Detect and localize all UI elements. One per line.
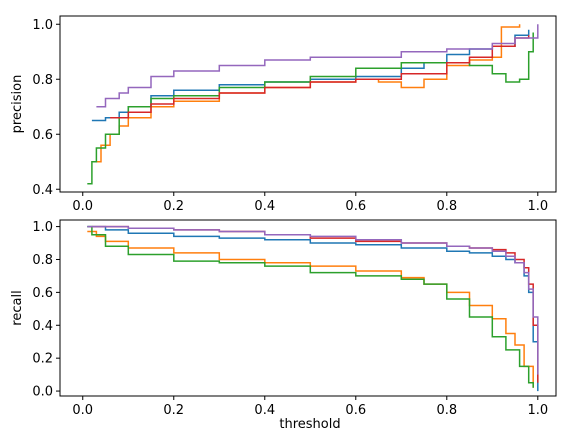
- precision-panel-ylabel: precision: [10, 75, 25, 134]
- recall-panel-xtick-label: 1.0: [527, 403, 548, 418]
- precision-panel-ytick-label: 1.0: [32, 18, 53, 33]
- precision-panel-ytick-label: 0.4: [32, 183, 53, 198]
- recall-panel-xtick-label: 0.2: [163, 403, 184, 418]
- recall-panel-xtick-label: 0.6: [345, 403, 366, 418]
- recall-panel-series-5: [87, 225, 539, 375]
- recall-panel-series-4: [91, 225, 539, 383]
- precision-panel-series-4: [110, 35, 530, 119]
- recall-panel-ytick-label: 0.8: [32, 253, 53, 268]
- precision-panel-series-3: [87, 32, 534, 185]
- precision-panel-xtick-label: 0.4: [254, 199, 275, 214]
- recall-panel-xtick-label: 0.4: [254, 403, 275, 418]
- precision-panel-ytick-label: 0.6: [32, 128, 53, 143]
- precision-panel-xtick-label: 0.0: [72, 199, 93, 214]
- recall-panel-xtick-label: 0.0: [72, 403, 93, 418]
- recall-panel-ytick-label: 0.2: [32, 352, 53, 367]
- recall-panel-ytick-label: 0.0: [32, 385, 53, 400]
- recall-panel-frame: [59, 219, 557, 397]
- precision-panel-series-2: [91, 24, 521, 163]
- recall-panel-xlabel: threshold: [279, 417, 340, 432]
- recall-panel-ylabel: recall: [10, 290, 25, 325]
- recall-panel-ytick-label: 0.4: [32, 319, 53, 334]
- precision-panel-xtick-label: 1.0: [527, 199, 548, 214]
- recall-panel-xtick-label: 0.8: [436, 403, 457, 418]
- recall-panel-ytick-label: 0.6: [32, 286, 53, 301]
- recall-panel: 0.0 0.2 0.4 0.6 0.8 1.0 0.0 0.2 0.4 0.6 0.8 1.0 reca…: [10, 219, 557, 432]
- recall-panel-series-1: [87, 225, 539, 392]
- recall-panel-series-3: [87, 225, 534, 388]
- precision-panel-frame: [59, 15, 557, 193]
- precision-panel-xtick-label: 0.2: [163, 199, 184, 214]
- precision-panel-ytick-label: 0.8: [32, 73, 53, 88]
- recall-panel-ytick-label: 1.0: [32, 220, 53, 235]
- precision-panel-series-5: [96, 24, 539, 108]
- precision-panel: 0.0 0.2 0.4 0.6 0.8 1.0 0.4 0.6 0.8 1.0 precision: [10, 15, 557, 214]
- precision-panel-xtick-label: 0.8: [436, 199, 457, 214]
- precision-panel-xtick-label: 0.6: [345, 199, 366, 214]
